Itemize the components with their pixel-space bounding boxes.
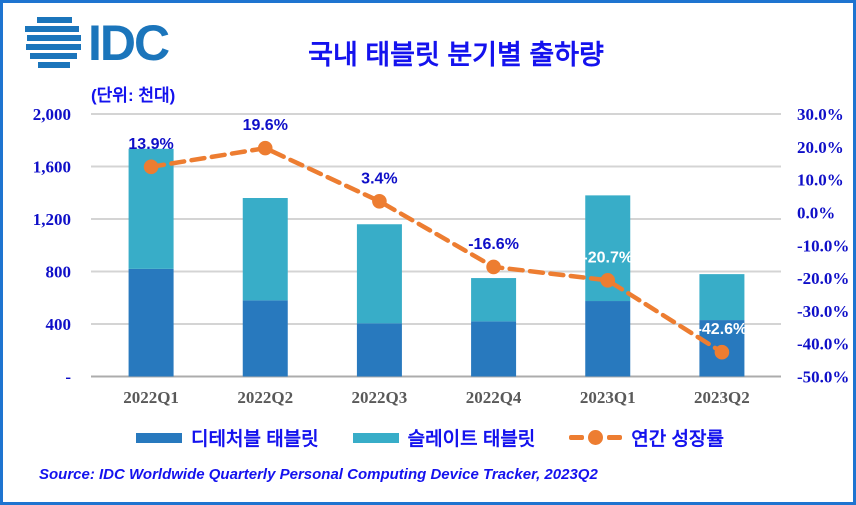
left-axis-tick-label: - xyxy=(65,368,71,387)
idc-globe-icon xyxy=(25,17,81,68)
growth-point-label: -16.6% xyxy=(468,236,519,253)
right-axis-tick-label: -40.0% xyxy=(797,335,849,354)
idc-logo: IDC xyxy=(25,14,170,72)
legend-growth-dash-icon xyxy=(569,435,585,440)
growth-point-label: -20.7% xyxy=(582,249,633,266)
left-axis-tick-label: 400 xyxy=(46,315,72,334)
growth-marker xyxy=(372,193,387,209)
x-axis-label: 2022Q4 xyxy=(466,388,522,407)
growth-point-label: -42.6% xyxy=(697,321,748,338)
bar-segment-slate xyxy=(242,198,288,301)
bar-segment-detachable xyxy=(585,301,631,377)
bar-segment-slate xyxy=(356,224,402,324)
source-note: Source: IDC Worldwide Quarterly Personal… xyxy=(39,466,598,483)
x-axis-label: 2022Q3 xyxy=(352,388,408,407)
chart-title: 국내 태블릿 분기별 출하량 xyxy=(308,40,604,70)
growth-point-label: 13.9% xyxy=(128,136,173,153)
right-axis-tick-label: -50.0% xyxy=(797,368,849,387)
legend-growth-dash-icon xyxy=(607,435,623,440)
legend: 디테처블 태블릿 슬레이트 태블릿 연간 성장률 xyxy=(136,424,724,451)
left-axis-tick-label: 1,200 xyxy=(33,210,71,229)
legend-label-growth: 연간 성장률 xyxy=(631,429,724,450)
bar-segment-detachable xyxy=(128,268,174,377)
growth-marker xyxy=(486,259,501,275)
legend-item-growth: 연간 성장률 xyxy=(569,424,724,451)
right-axis-tick-label: 30.0% xyxy=(797,105,844,124)
legend-label-detachable: 디테처블 태블릿 xyxy=(191,429,319,450)
left-axis-tick-label: 2,000 xyxy=(33,105,71,124)
right-axis-tick-label: -30.0% xyxy=(797,302,849,321)
legend-item-detachable: 디테처블 태블릿 xyxy=(136,424,319,451)
x-axis-label: 2022Q2 xyxy=(237,388,293,407)
combo-chart-plot: 2,0001,6001,200800400-30.0%20.0%10.0%0.0… xyxy=(33,105,850,407)
legend-swatch-detachable xyxy=(136,432,182,443)
x-axis-label: 2022Q1 xyxy=(123,388,179,407)
bar-segment-slate xyxy=(699,274,745,321)
left-axis-tick-label: 800 xyxy=(46,263,72,282)
growth-marker xyxy=(257,140,273,156)
bar-segment-detachable xyxy=(356,323,402,377)
legend-item-slate: 슬레이트 태블릿 xyxy=(352,424,536,451)
right-axis-tick-label: 10.0% xyxy=(797,171,844,190)
left-axis-tick-label: 1,600 xyxy=(33,158,71,177)
bar-segment-detachable xyxy=(471,321,517,377)
growth-line xyxy=(148,145,725,355)
x-axis-label: 2023Q2 xyxy=(694,388,750,407)
legend-label-slate: 슬레이트 태블릿 xyxy=(407,429,536,450)
legend-swatch-slate xyxy=(352,432,399,443)
legend-swatch-growth-line xyxy=(569,430,623,445)
unit-label: (단위: 천대) xyxy=(91,86,176,105)
legend-growth-dot-icon xyxy=(588,430,604,445)
right-axis-tick-label: -20.0% xyxy=(797,269,849,288)
right-axis-tick-label: -10.0% xyxy=(797,236,849,255)
bar-segment-detachable xyxy=(242,300,288,377)
growth-marker xyxy=(600,273,616,288)
x-axis-label: 2023Q1 xyxy=(580,388,636,407)
bar-segment-slate xyxy=(471,278,517,322)
growth-point-label: 3.4% xyxy=(361,170,397,187)
right-axis-tick-label: 20.0% xyxy=(797,138,844,157)
growth-marker xyxy=(714,344,730,360)
growth-marker xyxy=(143,159,159,175)
growth-point-label: 19.6% xyxy=(243,117,288,134)
right-axis-tick-label: 0.0% xyxy=(797,203,835,222)
idc-logo-text: IDC xyxy=(88,15,170,71)
